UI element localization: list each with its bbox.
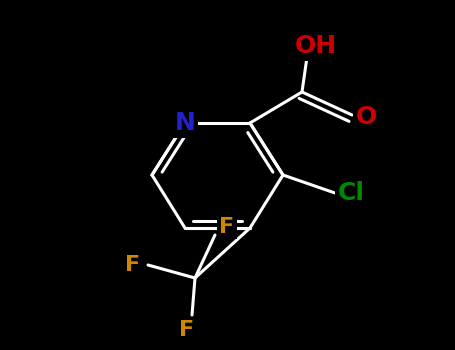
Text: O: O bbox=[355, 105, 377, 129]
Text: N: N bbox=[175, 111, 196, 135]
Text: Cl: Cl bbox=[338, 181, 364, 205]
Text: F: F bbox=[219, 217, 235, 237]
Text: OH: OH bbox=[295, 34, 337, 58]
Text: F: F bbox=[126, 255, 141, 275]
Text: F: F bbox=[179, 320, 195, 340]
